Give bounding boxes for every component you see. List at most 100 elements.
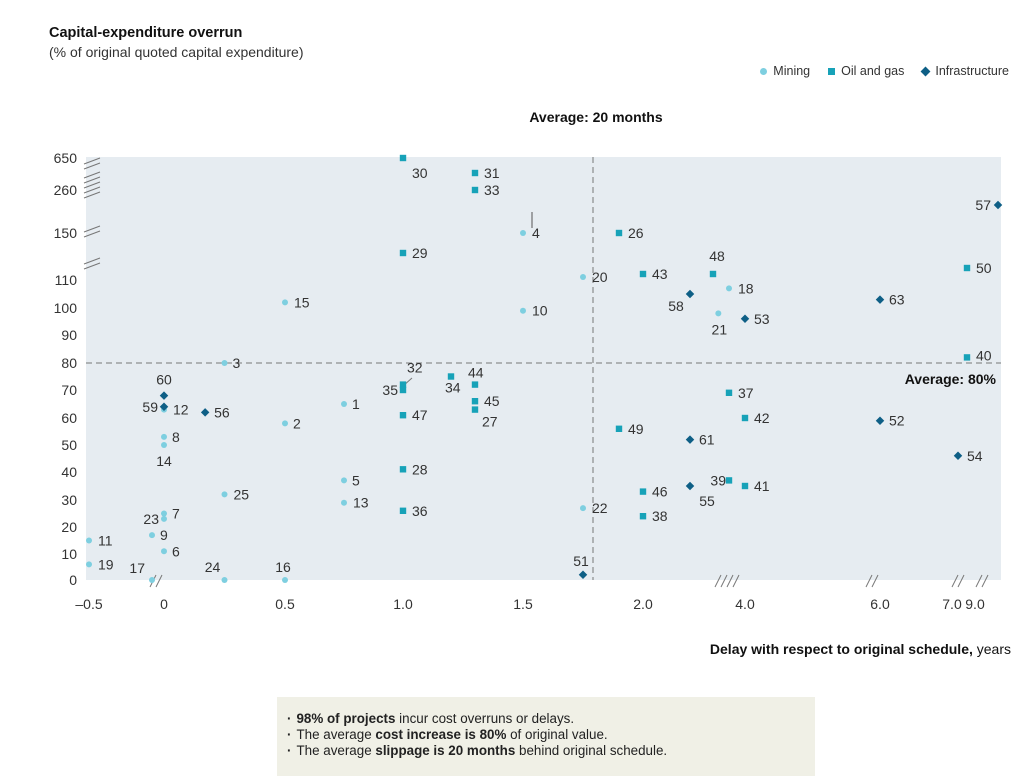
y-axis-break-mark xyxy=(83,225,101,233)
point-label: 13 xyxy=(353,495,369,511)
y-tick-label: 150 xyxy=(54,225,78,241)
point-label: 27 xyxy=(482,414,498,430)
mining-point xyxy=(161,433,167,440)
point-label: 31 xyxy=(484,165,500,181)
point-label: 45 xyxy=(484,393,500,409)
x-tick-label: 0.5 xyxy=(275,596,295,612)
mining-point xyxy=(715,310,722,317)
point-label: 51 xyxy=(573,553,589,569)
point-label: 49 xyxy=(628,421,644,437)
key-findings-box: 98% of projects incur cost overruns or d… xyxy=(277,697,815,776)
point-label: 33 xyxy=(484,182,500,198)
oil-gas-point xyxy=(399,154,407,162)
point-label: 20 xyxy=(592,269,608,285)
infrastructure-point xyxy=(875,416,885,425)
y-axis-break-mark xyxy=(83,176,101,184)
mining-point xyxy=(86,537,92,544)
point-label: 58 xyxy=(668,298,684,314)
x-axis-break-mark xyxy=(981,574,989,588)
infrastructure-point xyxy=(159,402,169,412)
oil-gas-point xyxy=(639,513,647,520)
point-label: 35 xyxy=(382,382,398,398)
y-tick-label: 80 xyxy=(61,355,77,371)
point-label: 15 xyxy=(294,294,310,310)
mining-point xyxy=(282,299,288,306)
point-label: 56 xyxy=(214,404,230,420)
oil-gas-point xyxy=(399,386,407,394)
mining-point xyxy=(221,491,228,498)
oil-gas-point xyxy=(399,249,407,257)
oil-gas-point xyxy=(399,466,407,473)
mining-point xyxy=(161,548,167,555)
x-tick-label: 0 xyxy=(160,596,168,612)
point-label: 26 xyxy=(628,225,644,241)
oil-gas-point xyxy=(963,354,971,361)
average-delay-label: Average: 20 months xyxy=(529,109,663,125)
point-label: 2 xyxy=(293,415,301,431)
infrastructure-point xyxy=(685,289,695,299)
y-axis-break-mark xyxy=(83,186,101,194)
legend-label-infrastructure: Infrastructure xyxy=(935,64,1009,78)
point-label: 4 xyxy=(532,225,540,241)
oil-gas-point xyxy=(741,482,749,490)
legend-item-oil-gas: Oil and gas xyxy=(828,64,904,78)
mining-point xyxy=(161,515,167,522)
point-label: 6 xyxy=(172,543,180,559)
x-axis-label: Delay with respect to original schedule, xyxy=(709,641,973,657)
x-axis-break-mark xyxy=(957,574,965,588)
point-label: 12 xyxy=(173,402,189,418)
infrastructure-point xyxy=(953,451,963,461)
finding-2: The average cost increase is 80% of orig… xyxy=(287,727,815,743)
oil-gas-point xyxy=(709,270,717,278)
point-label: 41 xyxy=(754,478,770,494)
y-tick-label: 100 xyxy=(54,300,78,316)
x-tick-label: 1.0 xyxy=(393,596,413,612)
square-marker-icon xyxy=(828,67,836,75)
mining-point xyxy=(86,561,92,568)
oil-gas-point xyxy=(399,381,407,388)
oil-gas-point xyxy=(615,425,623,432)
finding-3: The average slippage is 20 months behind… xyxy=(287,743,815,759)
y-tick-label: 0 xyxy=(69,572,77,588)
legend-label-oil-gas: Oil and gas xyxy=(841,64,905,78)
point-label: 53 xyxy=(754,311,770,327)
point-label: 23 xyxy=(143,511,159,527)
point-label: 28 xyxy=(412,461,428,477)
x-axis-break-mark xyxy=(726,574,734,588)
point-label: 57 xyxy=(975,197,991,213)
x-axis-break-mark xyxy=(720,574,728,588)
y-axis-break-mark xyxy=(83,171,101,179)
point-label: 63 xyxy=(889,292,905,308)
y-tick-label: 90 xyxy=(61,327,77,343)
plot-area xyxy=(86,157,1001,580)
point-label: 21 xyxy=(712,321,728,337)
point-label: 37 xyxy=(738,385,754,401)
point-label: 8 xyxy=(172,429,180,445)
point-label: 50 xyxy=(976,260,992,276)
x-axis-break-mark xyxy=(865,574,873,588)
oil-gas-point xyxy=(471,406,479,413)
chart-subtitle: (% of original quoted capital expenditur… xyxy=(49,44,304,60)
point-label: 7 xyxy=(172,506,180,522)
x-tick-label: 1.5 xyxy=(513,596,533,612)
oil-gas-point xyxy=(725,389,733,396)
y-tick-label: 110 xyxy=(55,272,78,288)
y-tick-label: 50 xyxy=(61,437,77,453)
x-tick-label: 2.0 xyxy=(633,596,653,612)
mining-point xyxy=(726,285,732,292)
circle-marker-icon xyxy=(760,67,768,75)
x-axis-break-mark xyxy=(871,574,879,588)
oil-gas-point xyxy=(725,477,733,484)
point-label: 22 xyxy=(592,500,608,516)
oil-gas-point xyxy=(615,229,623,237)
point-label: 52 xyxy=(889,413,905,429)
mining-point xyxy=(580,505,586,512)
x-tick-label: –0.5 xyxy=(75,596,102,612)
y-axis-break-mark xyxy=(83,230,101,238)
point-label: 24 xyxy=(205,559,221,575)
point-label: 25 xyxy=(234,486,250,502)
point-label: 3 xyxy=(233,355,241,371)
infrastructure-point xyxy=(875,295,885,304)
mining-point xyxy=(341,477,347,484)
